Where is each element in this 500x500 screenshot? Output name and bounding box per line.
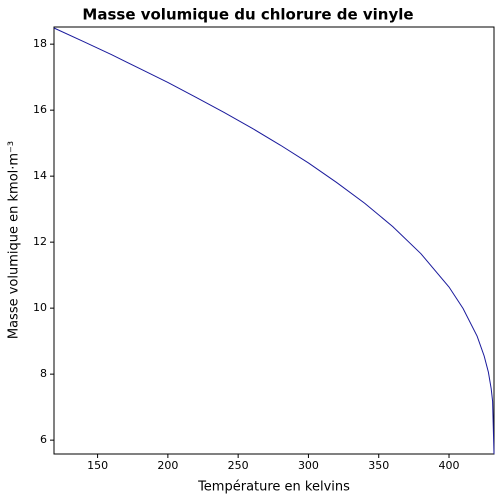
plot-frame	[53, 26, 495, 455]
x-tick-label: 400	[439, 459, 460, 472]
x-tick-label: 200	[157, 459, 178, 472]
y-tick-label: 10	[33, 301, 47, 314]
x-tick-label: 150	[87, 459, 108, 472]
y-tick-label: 16	[33, 103, 47, 116]
y-tick-label: 12	[33, 235, 47, 248]
data-line	[53, 27, 495, 455]
y-axis-label: Masse volumique en kmol·m⁻³	[7, 141, 22, 339]
y-tick-label: 18	[33, 37, 47, 50]
y-tick-label: 14	[33, 169, 47, 182]
y-tick-label: 8	[40, 367, 47, 380]
chart-title: Masse volumique du chlorure de vinyle	[82, 6, 413, 24]
x-tick-label: 350	[368, 459, 389, 472]
x-tick-label: 300	[298, 459, 319, 472]
y-tick-label: 6	[40, 433, 47, 446]
x-axis-label: Température en kelvins	[197, 480, 350, 495]
x-tick-label: 250	[228, 459, 249, 472]
